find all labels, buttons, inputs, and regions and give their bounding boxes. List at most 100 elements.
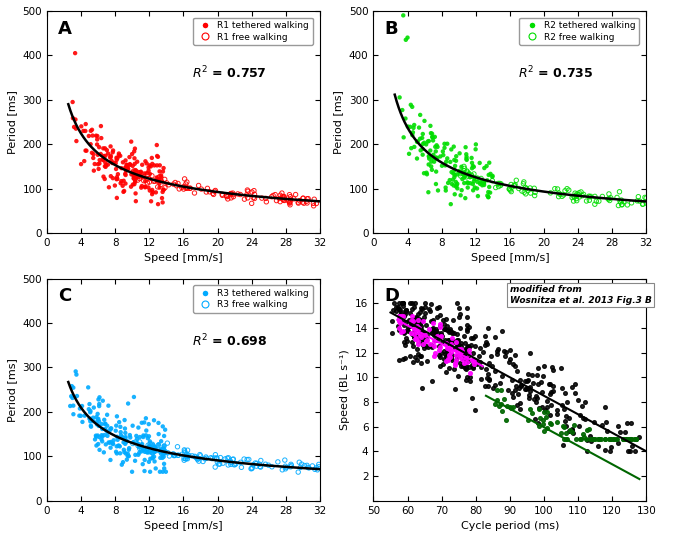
Point xyxy=(502,386,513,395)
Point xyxy=(123,399,134,408)
Point xyxy=(409,121,420,129)
Point xyxy=(416,336,427,345)
Point xyxy=(122,164,133,173)
Point xyxy=(100,420,111,428)
Point xyxy=(185,184,195,193)
Point xyxy=(388,306,399,314)
Point xyxy=(576,188,587,196)
Point xyxy=(179,447,190,455)
Point xyxy=(510,386,521,395)
Point xyxy=(134,443,145,451)
Point xyxy=(472,178,483,186)
Point xyxy=(285,201,295,209)
Point xyxy=(94,393,105,401)
Point xyxy=(207,454,218,463)
Point xyxy=(181,450,192,458)
Point xyxy=(172,451,183,459)
Point xyxy=(412,322,422,330)
Point xyxy=(187,451,197,460)
Point xyxy=(100,158,111,167)
Point xyxy=(222,195,233,203)
Point xyxy=(100,426,111,434)
Point xyxy=(426,157,437,166)
Point xyxy=(138,173,149,181)
Point xyxy=(414,351,425,360)
Point xyxy=(466,172,477,180)
Point xyxy=(128,393,139,401)
Point xyxy=(293,199,304,208)
Point xyxy=(101,146,112,154)
Point xyxy=(407,337,418,346)
Point xyxy=(100,162,111,171)
Point xyxy=(225,457,236,465)
Point xyxy=(545,390,556,399)
Point xyxy=(143,434,153,443)
Point xyxy=(145,186,155,195)
Point xyxy=(143,441,153,450)
Point xyxy=(441,339,452,348)
Point xyxy=(476,174,487,183)
Point xyxy=(158,164,169,172)
Point xyxy=(226,458,237,467)
Point xyxy=(626,419,637,427)
Point xyxy=(386,317,397,325)
Point xyxy=(128,171,139,180)
Point xyxy=(534,404,545,413)
Point xyxy=(130,197,141,206)
Point xyxy=(555,190,566,199)
Point xyxy=(452,341,463,350)
Point xyxy=(112,435,123,444)
Point xyxy=(445,158,456,166)
Point xyxy=(555,364,566,372)
Point xyxy=(450,346,461,355)
Point xyxy=(263,461,274,470)
Point xyxy=(560,429,571,437)
Point xyxy=(490,332,501,341)
Point xyxy=(558,435,569,443)
Point xyxy=(158,450,168,459)
Point xyxy=(84,414,95,423)
Point xyxy=(174,185,185,193)
Point xyxy=(422,170,433,179)
Point xyxy=(170,178,180,187)
Point xyxy=(155,448,166,457)
Point xyxy=(525,189,536,197)
Point xyxy=(496,181,506,190)
Point xyxy=(530,188,541,197)
Point xyxy=(493,344,504,353)
Point xyxy=(153,440,164,449)
Point xyxy=(285,460,296,469)
Point xyxy=(122,437,132,445)
Point xyxy=(97,432,107,441)
Point xyxy=(276,189,287,197)
Point xyxy=(520,376,531,385)
Point xyxy=(470,332,481,341)
Point xyxy=(433,351,444,359)
Point xyxy=(458,362,468,371)
Point xyxy=(558,441,569,450)
Point xyxy=(409,332,420,341)
Point xyxy=(84,400,95,408)
Point xyxy=(93,395,104,404)
Point xyxy=(218,459,228,468)
Point xyxy=(460,365,471,373)
Point xyxy=(400,306,411,314)
Point xyxy=(414,320,425,328)
Point xyxy=(105,153,116,161)
Point xyxy=(141,431,151,440)
Point xyxy=(633,193,644,201)
Point xyxy=(409,325,420,334)
Point xyxy=(455,345,466,353)
Point xyxy=(311,199,322,208)
Point xyxy=(243,455,254,464)
Point xyxy=(428,136,439,145)
Point xyxy=(410,313,421,322)
Point xyxy=(474,351,485,360)
Point xyxy=(468,359,479,368)
Point xyxy=(92,140,103,149)
Point xyxy=(196,185,207,193)
Text: D: D xyxy=(385,287,400,306)
Point xyxy=(65,402,76,410)
Point xyxy=(126,137,137,146)
Point xyxy=(153,174,164,183)
